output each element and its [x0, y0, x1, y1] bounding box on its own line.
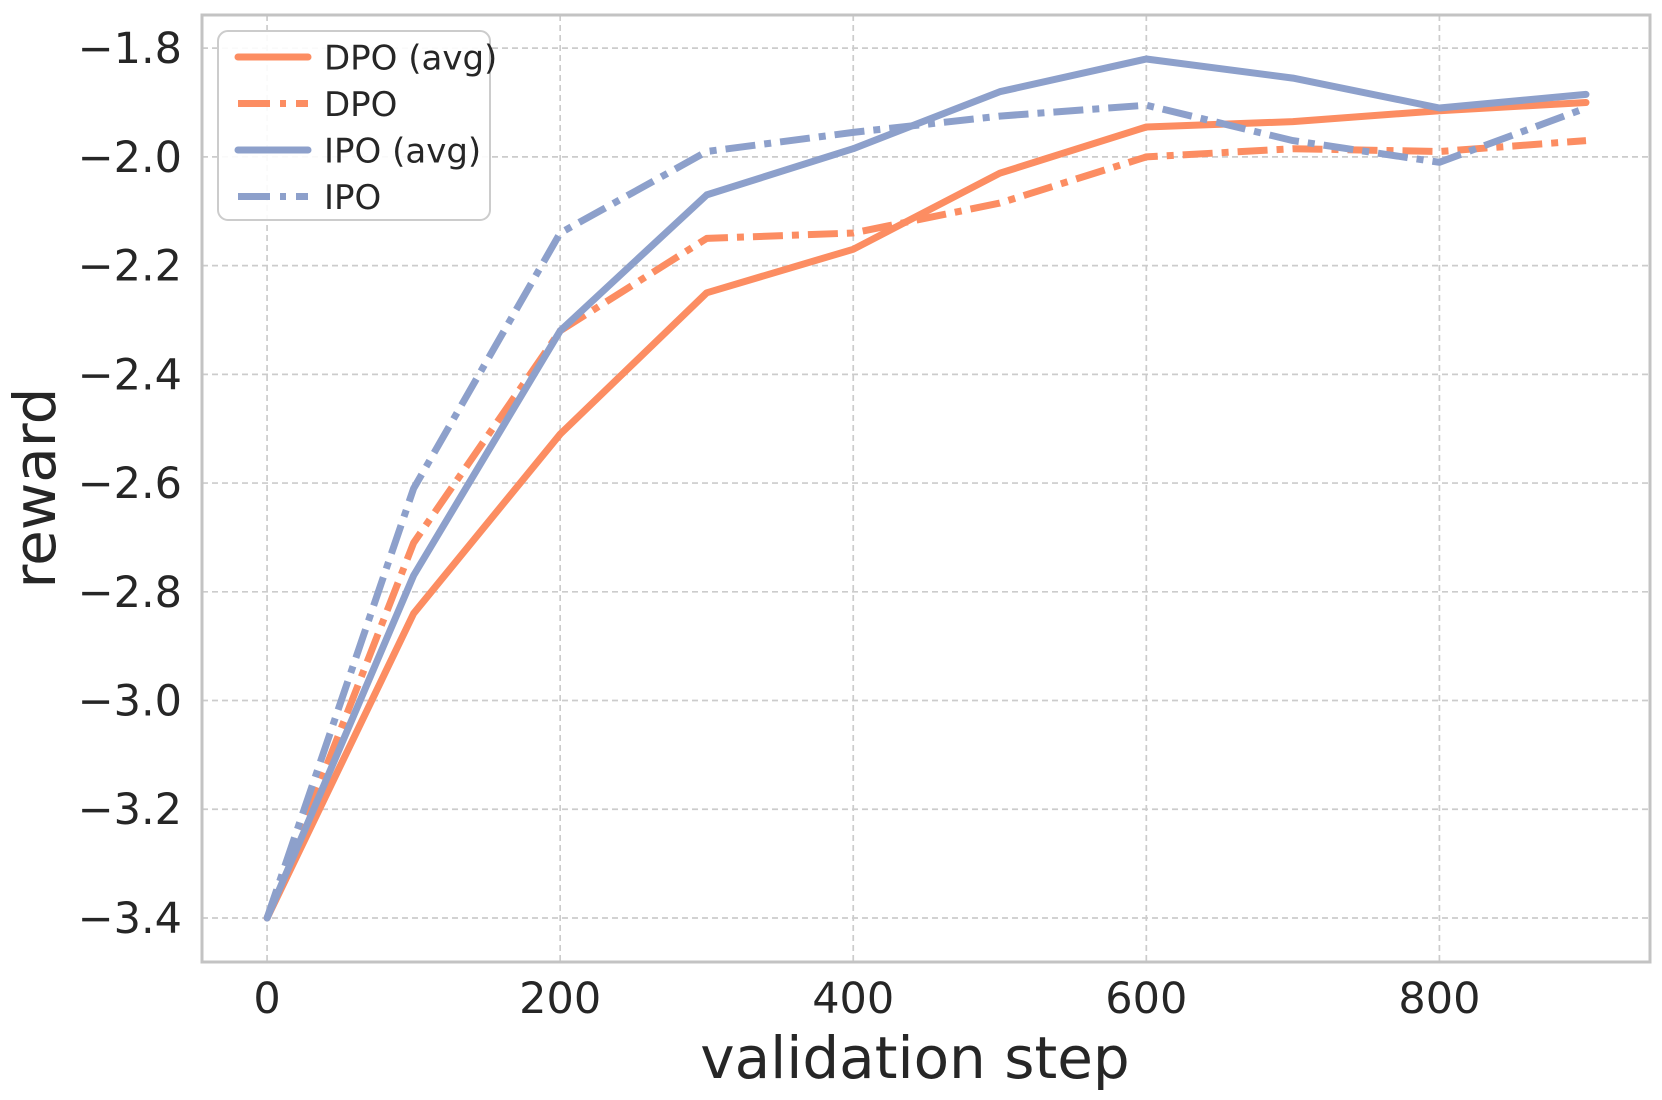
y-tick-label-7: −3.2 — [78, 785, 182, 835]
x-tick-label-200: 200 — [519, 974, 601, 1024]
x-tick-label-600: 600 — [1105, 974, 1187, 1024]
y-tick-label-3: −2.4 — [78, 350, 182, 400]
y-tick-label-5: −2.8 — [78, 568, 182, 618]
x-tick-label-800: 800 — [1398, 974, 1480, 1024]
y-tick-label-6: −3.0 — [78, 677, 182, 727]
x-axis-label: validation step — [700, 1024, 1129, 1092]
legend-label-dpo: DPO — [324, 85, 397, 125]
legend-box — [217, 30, 491, 221]
grid — [202, 15, 1650, 962]
y-tick-label-8: −3.4 — [78, 894, 182, 944]
y-tick-label-4: −2.6 — [78, 459, 182, 509]
series-line-ipo-avg — [263, 55, 1590, 922]
y-tick-label-2: −2.2 — [78, 242, 182, 292]
y-tick-label-0: −1.8 — [78, 24, 182, 74]
series-line-dpo-avg — [263, 99, 1590, 922]
legend-label-ipo-avg: IPO (avg) — [324, 132, 481, 172]
legend: DPO (avg) DPO IPO (avg) IPO — [217, 30, 497, 221]
legend-label-ipo: IPO — [324, 178, 381, 218]
plot-border — [200, 13, 1652, 964]
y-tick-label-1: −2.0 — [78, 133, 182, 183]
legend-label-dpo-avg: DPO (avg) — [324, 39, 497, 79]
x-tick-label-400: 400 — [812, 974, 894, 1024]
y-axis-label: reward — [1, 388, 69, 589]
series-line-ipo — [263, 101, 1588, 920]
tick-labels: 0 200 400 600 800 −1.8 −2.0 −2.2 −2.4 −2.6 −2.8 −3.… — [78, 24, 1481, 1024]
x-tick-label-0: 0 — [253, 974, 280, 1024]
series-line-dpo — [263, 137, 1587, 920]
